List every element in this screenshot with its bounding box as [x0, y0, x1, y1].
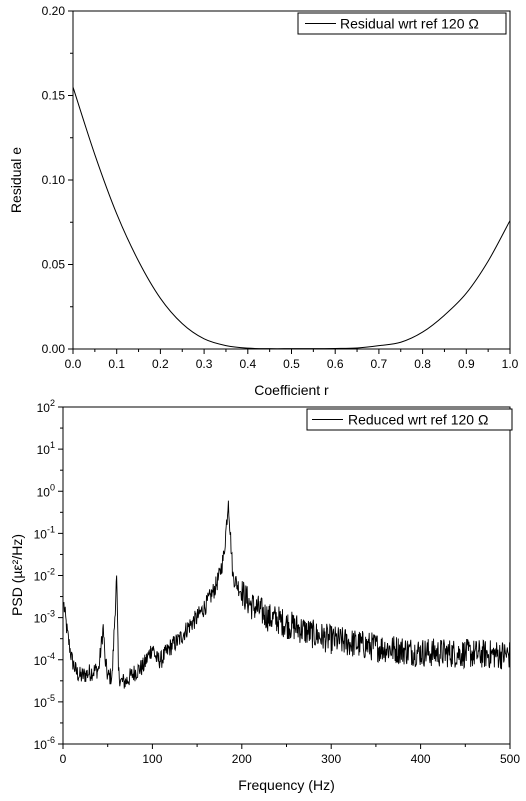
psd-legend: Reduced wrt ref 120 Ω [306, 408, 513, 431]
psd-y-tick-exponent: -4 [47, 651, 55, 661]
psd-x-tick-label: 100 [142, 752, 162, 766]
residual-legend-box [297, 12, 507, 35]
residual-legend-label: Residual wrt ref 120 Ω [340, 16, 479, 32]
residual-chart: 0.0 0.1 0.2 0.3 0.4 0.5 0.6 0.7 0.8 0.9 1.0 0.000.… [8, 4, 519, 398]
psd-y-tick-exponent: -2 [47, 567, 55, 577]
residual-y-tick-label: 0.00 [42, 342, 66, 356]
psd-y-tick-exponent: 2 [50, 398, 55, 408]
psd-y-tick-label: 10-5 [34, 693, 55, 710]
psd-y-tick-label: 102 [37, 398, 55, 415]
psd-y-tick-base: 10 [34, 527, 48, 541]
psd-chart: 0 100 200 300 400 500 10210110010-110-210-310… [9, 398, 520, 793]
residual-x-tick-label: 0.3 [196, 357, 213, 371]
psd-x-axis-label: Frequency (Hz) [238, 777, 334, 793]
psd-x-tick-label: 500 [500, 752, 520, 766]
psd-y-tick-base: 10 [37, 443, 51, 457]
psd-y-tick-label: 10-1 [34, 524, 55, 541]
psd-x-tick-label: 0 [60, 752, 67, 766]
psd-y-tick-label: 10-6 [34, 735, 55, 752]
psd-y-tick-label: 10-3 [34, 609, 55, 626]
psd-x-ticks: 0 100 200 300 400 500 [60, 744, 520, 766]
residual-legend: Residual wrt ref 120 Ω [297, 12, 507, 35]
psd-x-tick-label: 300 [321, 752, 341, 766]
psd-y-tick-exponent: 0 [50, 482, 55, 492]
residual-x-tick-label: 0.7 [371, 357, 388, 371]
residual-x-tick-label: 0.1 [108, 357, 125, 371]
psd-plot-frame [62, 406, 511, 745]
residual-y-tick-label: 0.20 [42, 4, 66, 18]
residual-x-tick-label: 0.8 [414, 357, 431, 371]
psd-y-tick-exponent: -3 [47, 609, 55, 619]
psd-y-tick-base: 10 [37, 485, 51, 499]
psd-y-axis-label: PSD (µε²/Hz) [9, 534, 25, 616]
psd-y-tick-label: 100 [37, 482, 55, 499]
psd-legend-box [306, 408, 513, 431]
residual-x-tick-label: 0.5 [283, 357, 300, 371]
residual-x-tick-label: 1.0 [502, 357, 519, 371]
psd-y-tick-base: 10 [34, 738, 48, 752]
residual-y-tick-label: 0.10 [42, 173, 66, 187]
residual-x-tick-label: 0.4 [239, 357, 256, 371]
psd-y-tick-label: 10-4 [34, 651, 55, 668]
psd-y-tick-base: 10 [34, 654, 48, 668]
residual-x-axis-label: Coefficient r [254, 382, 329, 398]
residual-x-tick-label: 0.6 [327, 357, 344, 371]
psd-y-tick-base: 10 [34, 696, 48, 710]
residual-plot-frame [72, 10, 511, 350]
residual-y-tick-label: 0.15 [42, 89, 66, 103]
residual-x-ticks: 0.0 0.1 0.2 0.3 0.4 0.5 0.6 0.7 0.8 0.9 1.0 [65, 349, 519, 371]
psd-y-tick-exponent: -1 [47, 524, 55, 534]
residual-x-tick-label: 0.0 [65, 357, 82, 371]
residual-series-line [72, 86, 511, 350]
psd-y-tick-base: 10 [34, 570, 48, 584]
psd-y-tick-base: 10 [37, 401, 51, 415]
psd-x-tick-label: 200 [232, 752, 252, 766]
psd-y-tick-exponent: -6 [47, 735, 55, 745]
psd-y-tick-label: 10-2 [34, 567, 55, 584]
psd-y-tick-exponent: 1 [50, 440, 55, 450]
residual-y-ticks: 0.00 0.05 0.10 0.15 0.20 [42, 4, 73, 356]
psd-series-line [63, 500, 511, 689]
psd-y-tick-label: 101 [37, 440, 55, 457]
residual-y-axis-label: Residual e [8, 147, 24, 213]
residual-y-tick-label: 0.05 [42, 258, 66, 272]
psd-x-tick-label: 400 [411, 752, 431, 766]
psd-y-tick-base: 10 [34, 612, 48, 626]
residual-x-tick-label: 0.2 [152, 357, 169, 371]
psd-y-tick-exponent: -5 [47, 693, 55, 703]
residual-x-tick-label: 0.9 [458, 357, 475, 371]
psd-legend-label: Reduced wrt ref 120 Ω [348, 412, 488, 428]
